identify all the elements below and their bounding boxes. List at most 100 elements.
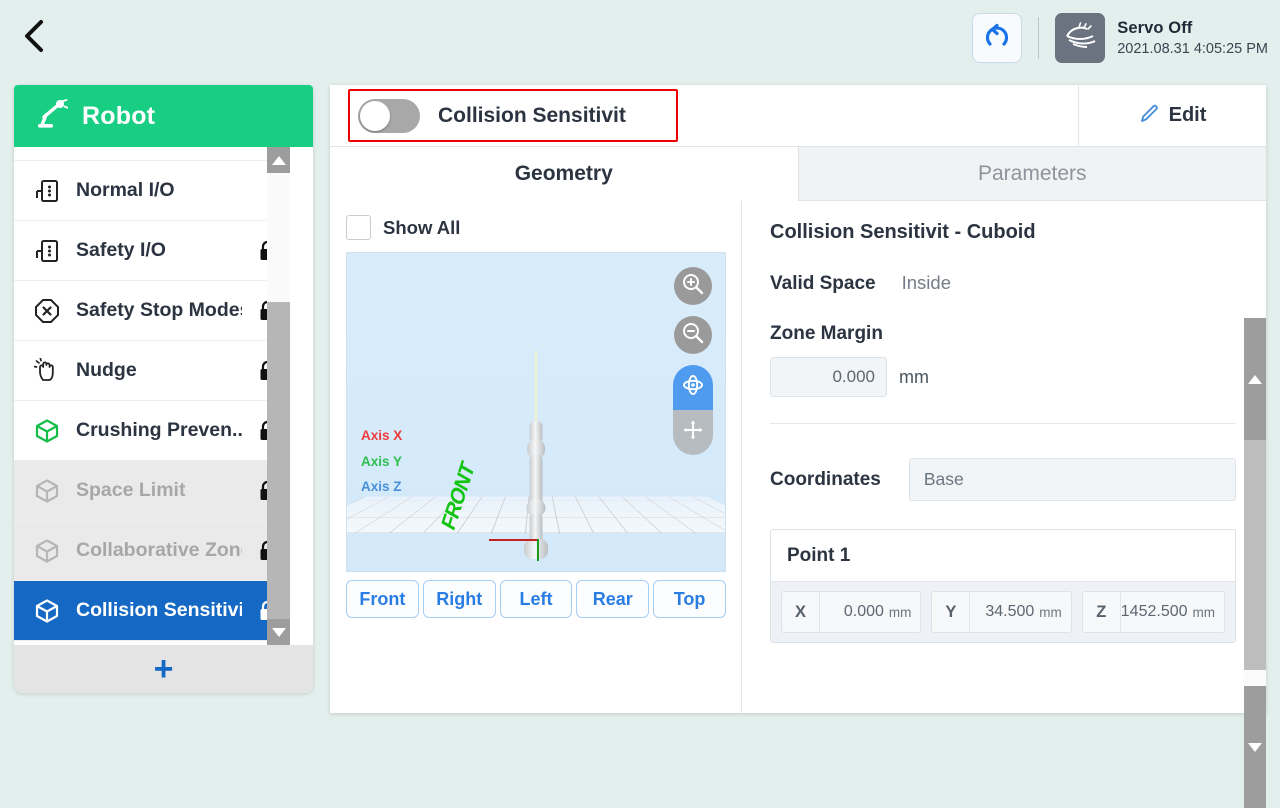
coordinates-label: Coordinates <box>770 468 881 490</box>
details-scrollbar[interactable] <box>1244 318 1266 808</box>
details-scroll-up-button[interactable] <box>1244 318 1266 440</box>
axis-x-label: Axis X <box>361 428 403 443</box>
sidebar-scrollbar[interactable] <box>267 147 290 645</box>
add-item-button[interactable]: + <box>14 645 313 693</box>
sidebar: Robot Normal I/O Safety I/O Safety Sto <box>14 85 313 693</box>
axis-value-x: 0.000 <box>843 603 884 620</box>
point-z-field[interactable]: Z 1452.500 mm <box>1081 591 1226 633</box>
cube-gray-icon <box>32 538 62 564</box>
coordinates-row: Coordinates Base <box>770 458 1236 501</box>
show-all-checkbox[interactable] <box>346 215 371 240</box>
zone-margin-input[interactable]: 0.000 <box>770 357 887 397</box>
zoom-out-icon <box>681 321 705 350</box>
robot-tool-beam <box>535 351 537 443</box>
sidebar-item-collision-sensitivity[interactable]: Collision Sensitivit <box>14 581 290 641</box>
zone-margin-unit: mm <box>899 366 929 387</box>
triangle-down-icon <box>271 627 286 637</box>
point-card-body: X 0.000 mm Y 34.500 mm Z 1452.500 mm <box>771 582 1235 642</box>
scrollbar-thumb[interactable] <box>267 302 290 642</box>
edit-label: Edit <box>1168 104 1207 126</box>
view-button-left[interactable]: Left <box>499 580 573 618</box>
sidebar-item-safety-io[interactable]: Safety I/O <box>14 221 290 281</box>
plus-icon: + <box>153 650 174 688</box>
toggle-knob <box>360 100 390 131</box>
status-badge: Servo Off <box>1117 18 1193 37</box>
sidebar-title: Robot <box>82 101 156 130</box>
view-button-rear[interactable]: Rear <box>576 580 650 618</box>
axis-label-z: Z <box>1083 592 1121 632</box>
details-scrollbar-thumb[interactable] <box>1244 440 1266 670</box>
sidebar-item-safety-stop-modes[interactable]: Safety Stop Modes <box>14 281 290 341</box>
hand-tap-icon <box>32 357 62 384</box>
zoom-in-button[interactable] <box>674 267 712 305</box>
sidebar-item-label: Safety Stop Modes <box>76 299 242 321</box>
main-header: Collision Sensitivit Edit <box>330 84 1266 147</box>
view-button-front[interactable]: Front <box>346 580 419 618</box>
axis-label-y: Y <box>932 592 971 632</box>
scroll-up-button[interactable] <box>267 147 290 173</box>
zoom-out-button[interactable] <box>674 316 712 354</box>
tab-parameters[interactable]: Parameters <box>797 147 1266 201</box>
edit-button[interactable]: Edit <box>1078 84 1266 147</box>
geometry-pane: Show All FRONT Axis X Axis Y Axis Z <box>330 201 742 713</box>
sidebar-item-crushing-prevention[interactable]: Crushing Preven... <box>14 401 290 461</box>
axis-value-z: 1452.500 <box>1120 603 1188 620</box>
header-divider <box>1038 17 1040 59</box>
point-card-header: Point 1 <box>771 530 1235 582</box>
3d-viewport[interactable]: FRONT Axis X Axis Y Axis Z <box>346 252 726 572</box>
axis-value-y: 34.500 <box>985 603 1035 620</box>
viewport-controls <box>673 267 713 455</box>
cube-white-icon <box>32 598 62 624</box>
toggle-label: Collision Sensitivit <box>438 103 626 127</box>
robot-hand-icon <box>1063 21 1097 56</box>
restart-arrow-icon <box>982 21 1012 56</box>
collision-enable-toggle[interactable] <box>358 98 420 133</box>
robot-arm-joint-top <box>527 439 545 459</box>
details-scroll-down-button[interactable] <box>1244 686 1266 808</box>
view-button-top[interactable]: Top <box>653 580 726 618</box>
view-mode-toggle[interactable] <box>673 365 713 455</box>
sidebar-item-normal-io[interactable]: Normal I/O <box>14 161 290 221</box>
collision-toggle-group[interactable]: Collision Sensitivit <box>348 89 678 142</box>
point-card: Point 1 X 0.000 mm Y 34.500 mm Z <box>770 529 1236 643</box>
content-split: Show All FRONT Axis X Axis Y Axis Z <box>330 201 1266 808</box>
view-preset-buttons: Front Right Left Rear Top <box>346 580 726 618</box>
point-x-field[interactable]: X 0.000 mm <box>781 591 922 633</box>
sidebar-item-label: Collaborative Zone <box>76 539 242 561</box>
tab-label: Geometry <box>514 161 613 185</box>
sidebar-item-collaborative-zone[interactable]: Collaborative Zone <box>14 521 290 581</box>
orbit-mode-button[interactable] <box>673 365 713 410</box>
chevron-left-icon <box>20 18 48 54</box>
restart-button[interactable] <box>972 13 1023 63</box>
sidebar-item-label: Crushing Preven... <box>76 419 242 441</box>
pan-mode-button[interactable] <box>673 410 713 455</box>
back-button[interactable] <box>10 12 58 60</box>
sidebar-header: Robot <box>14 85 313 147</box>
pan-move-icon <box>681 418 705 447</box>
cube-gray-icon <box>32 478 62 504</box>
top-bar: Servo Off 2021.08.31 4:05:25 PM <box>0 0 1280 76</box>
robot-arm-link <box>529 455 543 509</box>
scroll-down-button[interactable] <box>267 619 290 645</box>
section-divider <box>770 423 1236 424</box>
stop-octagon-icon <box>32 298 62 324</box>
zone-margin-group: Zone Margin 0.000 mm <box>770 323 1236 397</box>
io-port-icon <box>32 178 62 204</box>
valid-space-row: Valid Space Inside <box>770 272 1236 295</box>
axis-x-line <box>489 539 539 541</box>
view-button-right[interactable]: Right <box>422 580 496 618</box>
triangle-up-icon <box>271 155 286 165</box>
coordinates-select[interactable]: Base <box>908 458 1236 501</box>
show-all-row[interactable]: Show All <box>346 215 725 240</box>
sidebar-item-space-limit[interactable]: Space Limit <box>14 461 290 521</box>
triangle-down-icon <box>1248 742 1262 752</box>
point-y-field[interactable]: Y 34.500 mm <box>931 591 1072 633</box>
main-panel: Collision Sensitivit Edit Geometry Param… <box>330 84 1266 808</box>
tab-geometry[interactable]: Geometry <box>330 147 798 201</box>
sidebar-item-partial-above[interactable] <box>14 147 290 161</box>
tab-label: Parameters <box>977 161 1087 185</box>
details-pane: Collision Sensitivit - Cuboid Valid Spac… <box>742 201 1266 808</box>
sidebar-item-label: Safety I/O <box>76 239 166 261</box>
axis-unit-x: mm <box>888 604 912 620</box>
sidebar-item-nudge[interactable]: Nudge <box>14 341 290 401</box>
